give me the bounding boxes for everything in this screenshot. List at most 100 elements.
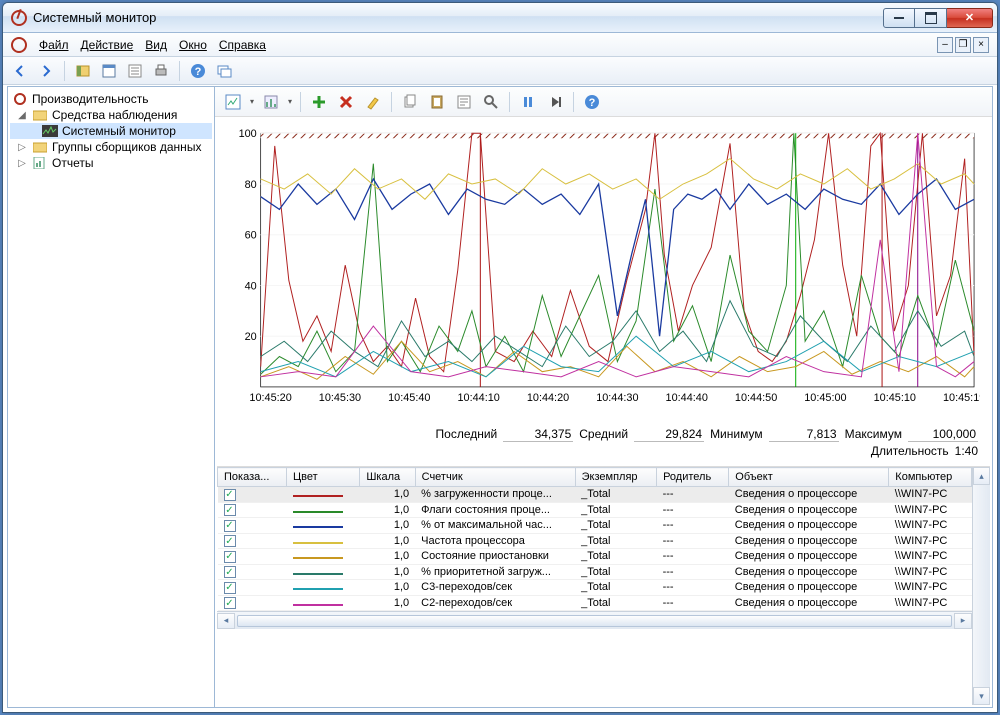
cell-parent: --- <box>657 502 729 518</box>
cell-counter: % приоритетной загруж... <box>415 564 575 580</box>
nav-back-button[interactable] <box>9 60 31 82</box>
performance-chart[interactable]: 2040608010010:45:2010:45:3010:45:4010:44… <box>227 121 980 421</box>
help-button[interactable]: ? <box>580 91 604 113</box>
cell-scale: 1,0 <box>360 502 415 518</box>
titlebar[interactable]: Системный монитор <box>3 3 997 33</box>
help-button[interactable]: ? <box>187 60 209 82</box>
color-swatch <box>293 557 343 559</box>
expand-icon[interactable]: ▷ <box>16 158 28 169</box>
col-color[interactable]: Цвет <box>287 468 360 487</box>
table-row[interactable]: ✓1,0C3-переходов/сек_Total---Сведения о … <box>218 580 972 596</box>
properties-button[interactable] <box>98 60 120 82</box>
table-row[interactable]: ✓1,0Состояние приостановки_Total---Сведе… <box>218 549 972 565</box>
cell-scale: 1,0 <box>360 518 415 534</box>
dropdown-arrow-icon[interactable]: ▾ <box>286 97 294 106</box>
collapse-icon[interactable]: ◢ <box>16 110 28 121</box>
table-row[interactable]: ✓1,0Частота процессора_Total---Сведения … <box>218 533 972 549</box>
new-window-button[interactable] <box>213 60 235 82</box>
show-checkbox[interactable]: ✓ <box>224 520 236 532</box>
col-scale[interactable]: Шкала <box>360 468 415 487</box>
table-horizontal-scrollbar[interactable]: ◂ ▸ <box>217 611 972 629</box>
show-hide-tree-button[interactable] <box>72 60 94 82</box>
color-swatch <box>293 526 343 528</box>
minimize-button[interactable] <box>883 8 915 28</box>
col-computer[interactable]: Компьютер <box>889 468 972 487</box>
menu-window[interactable]: Окно <box>179 38 207 52</box>
show-checkbox[interactable]: ✓ <box>224 535 236 547</box>
scroll-left-button[interactable]: ◂ <box>217 613 235 629</box>
nav-tree[interactable]: Производительность ◢ Средства наблюдения… <box>7 86 215 708</box>
cell-instance: _Total <box>575 487 656 503</box>
table-row[interactable]: ✓1,0C2-переходов/сек_Total---Сведения о … <box>218 595 972 611</box>
scroll-down-button[interactable]: ▾ <box>973 687 990 705</box>
freeze-button[interactable] <box>516 91 540 113</box>
show-checkbox[interactable]: ✓ <box>224 489 236 501</box>
tree-reports[interactable]: ▷ Отчеты <box>10 155 212 171</box>
table-vertical-scrollbar[interactable]: ▴ ▾ <box>972 467 990 705</box>
col-object[interactable]: Объект <box>729 468 889 487</box>
tree-label: Системный монитор <box>62 124 176 138</box>
zoom-button[interactable] <box>479 91 503 113</box>
cell-computer: \\WIN7-PC <box>889 518 972 534</box>
cell-counter: % загруженности проце... <box>415 487 575 503</box>
table-row[interactable]: ✓1,0Флаги состояния проце..._Total---Све… <box>218 502 972 518</box>
print-button[interactable] <box>150 60 172 82</box>
close-button[interactable] <box>947 8 993 28</box>
scroll-up-button[interactable]: ▴ <box>973 467 990 485</box>
mdi-minimize-button[interactable]: – <box>937 37 953 53</box>
chart-area: 2040608010010:45:2010:45:3010:45:4010:44… <box>215 117 992 421</box>
show-checkbox[interactable]: ✓ <box>224 566 236 578</box>
view-histogram-button[interactable] <box>259 91 283 113</box>
table-row[interactable]: ✓1,0% загруженности проце..._Total---Све… <box>218 487 972 503</box>
copy-button[interactable] <box>398 91 422 113</box>
col-show[interactable]: Показа... <box>218 468 287 487</box>
show-checkbox[interactable]: ✓ <box>224 504 236 516</box>
highlight-button[interactable] <box>361 91 385 113</box>
add-counter-button[interactable] <box>307 91 331 113</box>
show-checkbox[interactable]: ✓ <box>224 551 236 563</box>
mdi-restore-button[interactable]: ❐ <box>955 37 971 53</box>
color-swatch <box>293 542 343 544</box>
show-checkbox[interactable]: ✓ <box>224 597 236 609</box>
update-button[interactable] <box>543 91 567 113</box>
col-instance[interactable]: Экземпляр <box>575 468 656 487</box>
scroll-right-button[interactable]: ▸ <box>954 613 972 629</box>
col-parent[interactable]: Родитель <box>657 468 729 487</box>
properties-button[interactable] <box>452 91 476 113</box>
show-checkbox[interactable]: ✓ <box>224 582 236 594</box>
tree-collector-sets[interactable]: ▷ Группы сборщиков данных <box>10 139 212 155</box>
mdi-close-button[interactable]: × <box>973 37 989 53</box>
scroll-thumb[interactable] <box>237 615 952 627</box>
menu-help[interactable]: Справка <box>219 38 266 52</box>
duration-label: Длительность <box>871 444 949 458</box>
paste-button[interactable] <box>425 91 449 113</box>
delete-counter-button[interactable] <box>334 91 358 113</box>
window-buttons <box>883 8 993 28</box>
tree-system-monitor[interactable]: Системный монитор <box>10 123 212 139</box>
client-area: Производительность ◢ Средства наблюдения… <box>7 86 993 708</box>
svg-text:20: 20 <box>245 331 257 343</box>
menu-action[interactable]: Действие <box>81 38 134 52</box>
menu-view[interactable]: Вид <box>145 38 167 52</box>
view-chart-button[interactable] <box>221 91 245 113</box>
tree-root[interactable]: Производительность <box>10 91 212 107</box>
counters-scroll[interactable]: Показа... Цвет Шкала Счетчик Экземпляр Р… <box>217 467 972 705</box>
svg-text:?: ? <box>195 66 202 78</box>
mmc-toolbar: ? <box>3 57 997 85</box>
export-button[interactable] <box>124 60 146 82</box>
tree-label: Средства наблюдения <box>52 108 177 122</box>
tree-monitoring-tools[interactable]: ◢ Средства наблюдения <box>10 107 212 123</box>
cell-scale: 1,0 <box>360 487 415 503</box>
menu-file[interactable]: Файл <box>39 38 69 52</box>
col-counter[interactable]: Счетчик <box>415 468 575 487</box>
nav-forward-button[interactable] <box>35 60 57 82</box>
table-row[interactable]: ✓1,0% приоритетной загруж..._Total---Све… <box>218 564 972 580</box>
cell-object: Сведения о процессоре <box>729 518 889 534</box>
tree-label: Отчеты <box>52 156 93 170</box>
scroll-track[interactable] <box>973 485 990 687</box>
separator <box>509 92 510 112</box>
table-row[interactable]: ✓1,0% от максимальной час..._Total---Све… <box>218 518 972 534</box>
dropdown-arrow-icon[interactable]: ▾ <box>248 97 256 106</box>
expand-icon[interactable]: ▷ <box>16 142 28 153</box>
maximize-button[interactable] <box>915 8 947 28</box>
